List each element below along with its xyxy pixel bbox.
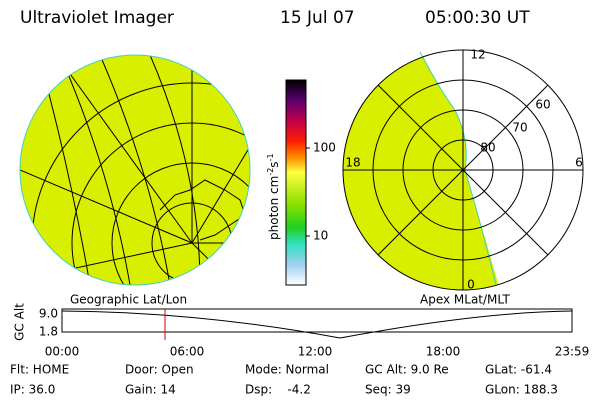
footer: Flt: HOME Door: Open Mode: Normal GC Alt: 9… — [10, 363, 558, 397]
date: 15 Jul 07 — [280, 8, 355, 28]
polar-label: 6 — [575, 156, 583, 170]
status-field: Seq: 39 — [365, 383, 411, 397]
status-field: GC Alt: 9.0 Re — [365, 363, 449, 377]
timeline-xtick: 12:00 — [298, 345, 333, 359]
instrument: Ultraviolet Imager — [20, 8, 174, 28]
colorbar-tick-label: 10 — [313, 229, 328, 243]
timeline-xtick: 18:00 — [426, 345, 461, 359]
status-field: Door: Open — [125, 363, 194, 377]
polar-label: 18 — [345, 156, 360, 170]
status-field: Flt: HOME — [10, 363, 69, 377]
polar-label: 70 — [512, 121, 527, 135]
status-field: Gain: 14 — [125, 383, 176, 397]
map-label: Apex MLat/MLT — [420, 293, 510, 307]
status-field: IP: 36.0 — [10, 383, 55, 397]
polar-map — [342, 49, 584, 291]
status-field: Dsp: -4.2 — [245, 383, 311, 397]
geographic-map — [19, 54, 251, 286]
timeline-ytick: 9.0 — [39, 307, 58, 321]
status-field: Mode: Normal — [245, 363, 329, 377]
colorbar-tick-label: 100 — [313, 141, 336, 155]
time: 05:00:30 UT — [425, 8, 530, 28]
timeline — [61, 308, 573, 340]
colorbar-label: photon cm-2s-1 — [266, 153, 281, 240]
polar-label: 60 — [535, 98, 550, 112]
status-field: GLon: 188.3 — [485, 383, 558, 397]
timeline-xtick: 00:00 — [45, 345, 80, 359]
timeline-ylabel: GC Alt — [13, 303, 27, 341]
polar-label: 0 — [467, 278, 475, 292]
polar-label: 80 — [480, 141, 495, 155]
timeline-xtick: 06:00 — [170, 345, 205, 359]
timeline-xtick: 23:59 — [555, 345, 590, 359]
colorbar — [285, 79, 307, 286]
polar-label: 12 — [470, 48, 485, 62]
status-field: GLat: -61.4 — [485, 363, 552, 377]
map-label: Geographic Lat/Lon — [70, 293, 187, 307]
timeline-ytick: 1.8 — [39, 325, 58, 339]
